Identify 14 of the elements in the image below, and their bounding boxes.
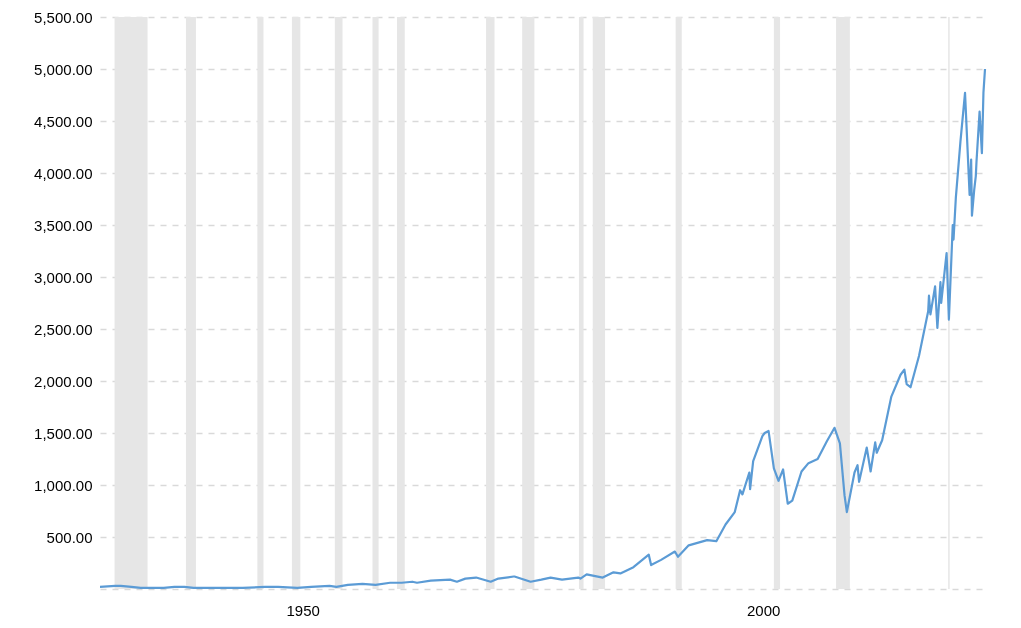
line-series: [98, 67, 987, 590]
y-tick-label: 4,000.00: [34, 164, 93, 182]
y-tick-label: 1,500.00: [34, 424, 93, 442]
y-tick-label: 4,500.00: [34, 112, 93, 130]
y-tick-label: 5,500.00: [34, 8, 93, 26]
y-tick-label: 3,000.00: [34, 268, 93, 286]
y-tick-label: 500.00: [46, 528, 93, 546]
y-tick-label: 1,000.00: [34, 476, 93, 494]
y-tick-label: 5,000.00: [34, 60, 93, 78]
x-tick-label: 2000: [746, 601, 781, 619]
x-tick-label: 1950: [286, 601, 320, 619]
y-tick-label: 3,500.00: [34, 216, 93, 234]
y-tick-label: 2,000.00: [34, 372, 93, 390]
y-tick-label: 2,500.00: [34, 320, 93, 338]
